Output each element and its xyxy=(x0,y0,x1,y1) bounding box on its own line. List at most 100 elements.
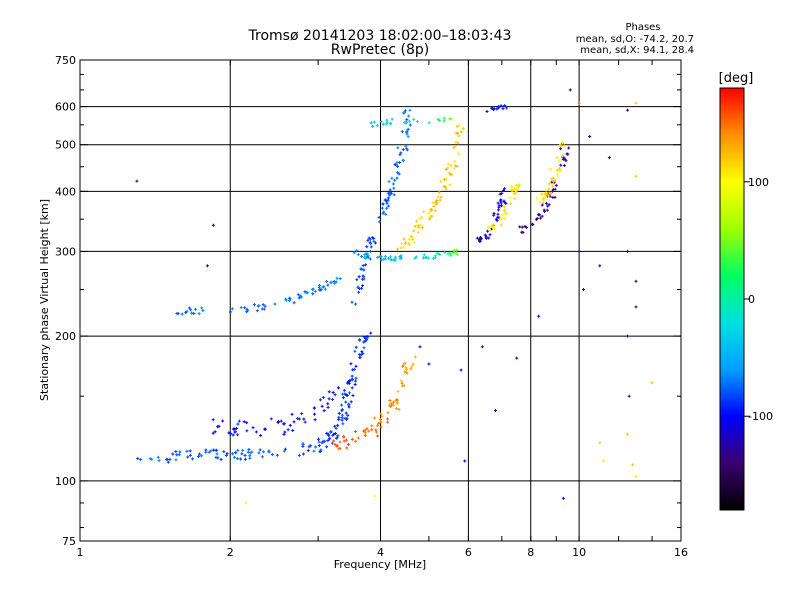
data-point xyxy=(333,281,337,285)
data-point xyxy=(453,248,457,252)
data-point xyxy=(411,238,415,242)
data-point xyxy=(148,457,152,461)
data-point xyxy=(501,107,505,111)
data-point xyxy=(513,189,517,193)
data-point xyxy=(242,420,246,424)
data-point xyxy=(558,159,562,163)
x-tick-label: 6 xyxy=(465,546,472,559)
data-point xyxy=(457,152,461,156)
data-point xyxy=(548,167,552,171)
data-point xyxy=(432,256,436,260)
data-point xyxy=(306,291,310,295)
data-point xyxy=(515,356,519,360)
data-point xyxy=(262,307,266,311)
data-point xyxy=(381,122,385,126)
data-point xyxy=(385,122,389,126)
data-point xyxy=(411,362,415,366)
data-point xyxy=(452,146,456,150)
y-tick-label: 500 xyxy=(55,139,76,152)
data-point xyxy=(336,423,340,427)
data-point xyxy=(422,253,426,257)
data-point xyxy=(252,303,256,307)
data-point xyxy=(494,409,498,413)
data-point xyxy=(331,397,335,401)
data-point xyxy=(402,237,406,241)
data-point xyxy=(345,438,349,442)
data-point xyxy=(298,295,302,299)
data-point xyxy=(383,257,387,261)
data-point xyxy=(241,448,245,452)
data-point xyxy=(540,203,544,207)
data-point xyxy=(337,415,341,419)
data-point xyxy=(520,225,524,229)
chart-title: Tromsø 20141203 18:02:00–18:03:43 xyxy=(248,28,512,44)
data-point xyxy=(344,411,348,415)
data-point xyxy=(282,432,286,436)
data-point xyxy=(345,416,349,420)
data-point xyxy=(634,101,638,105)
data-point xyxy=(439,179,443,183)
data-point xyxy=(454,131,458,135)
data-point xyxy=(376,434,380,438)
data-point xyxy=(398,161,402,165)
data-point xyxy=(459,368,463,372)
data-point xyxy=(362,277,366,281)
data-point xyxy=(357,290,361,294)
data-point xyxy=(627,394,631,398)
data-point xyxy=(258,448,262,452)
colorbar-tick-label: -100 xyxy=(748,410,773,423)
data-point xyxy=(499,216,503,220)
data-point xyxy=(388,255,392,259)
data-point xyxy=(352,251,356,255)
data-point xyxy=(291,428,295,432)
data-point xyxy=(402,384,406,388)
data-point xyxy=(351,368,355,372)
data-point xyxy=(302,452,306,456)
data-point xyxy=(404,370,408,374)
y-tick-label: 200 xyxy=(55,330,76,343)
data-point xyxy=(401,364,405,368)
data-point xyxy=(349,400,353,404)
data-point xyxy=(325,445,329,449)
data-point xyxy=(455,124,459,128)
data-point xyxy=(180,312,184,316)
data-point xyxy=(321,440,325,444)
data-point xyxy=(340,418,344,422)
data-point xyxy=(483,233,487,237)
data-point xyxy=(392,186,396,190)
data-point xyxy=(521,230,525,234)
data-point xyxy=(362,335,366,339)
data-point xyxy=(319,448,323,452)
data-point xyxy=(312,449,316,453)
data-point xyxy=(227,431,231,435)
data-point xyxy=(524,225,528,229)
data-point xyxy=(331,391,335,395)
data-point xyxy=(463,459,467,463)
data-point xyxy=(547,194,551,198)
data-point xyxy=(634,279,638,283)
data-point xyxy=(338,277,342,281)
data-point xyxy=(499,223,503,227)
data-point xyxy=(553,179,557,183)
data-point xyxy=(432,204,436,208)
phase-stats-x: mean, sd,X: 94.1, 28.4 xyxy=(580,45,694,56)
data-point xyxy=(502,205,506,209)
data-point xyxy=(369,121,373,125)
data-point xyxy=(232,427,236,431)
data-point xyxy=(354,302,358,306)
x-tick-label: 10 xyxy=(572,546,586,559)
data-point xyxy=(395,401,399,405)
data-point xyxy=(562,164,566,168)
data-point xyxy=(187,306,191,310)
data-point xyxy=(327,390,331,394)
data-point xyxy=(174,450,178,454)
data-point xyxy=(543,192,547,196)
data-point xyxy=(285,298,289,302)
data-point xyxy=(337,411,341,415)
x-axis-label: Frequency [MHz] xyxy=(334,558,426,571)
data-point xyxy=(328,436,332,440)
data-point xyxy=(358,356,362,360)
data-point xyxy=(376,255,380,259)
data-point xyxy=(518,225,522,229)
data-point xyxy=(379,420,383,424)
